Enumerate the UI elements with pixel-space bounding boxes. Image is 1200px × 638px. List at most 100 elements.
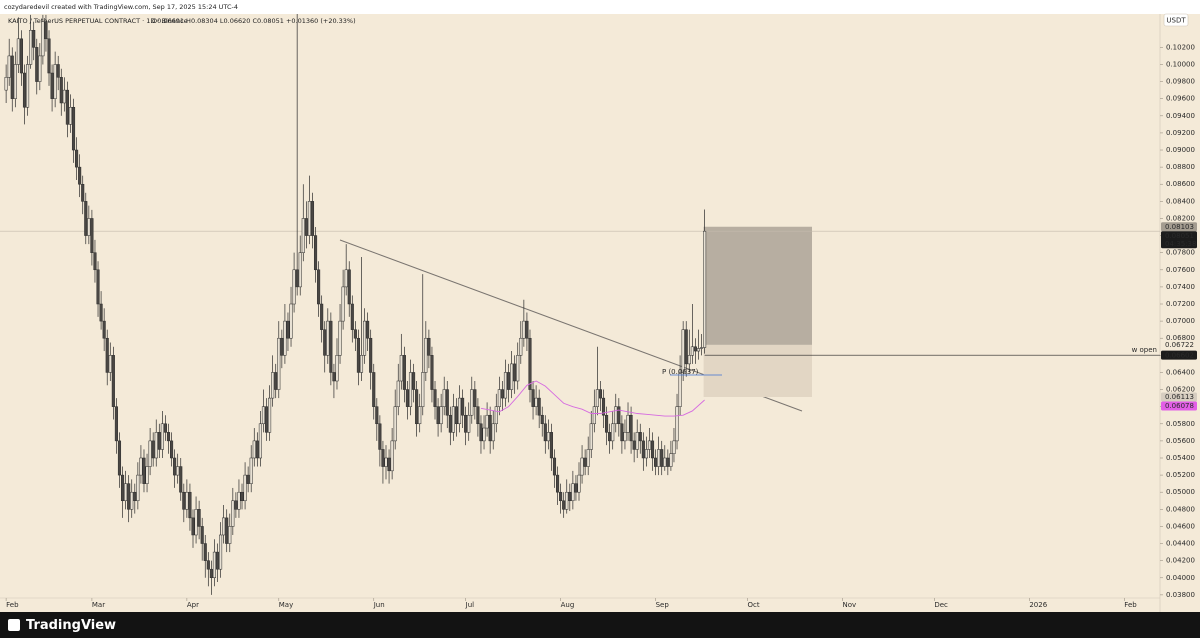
candle-body xyxy=(552,457,557,476)
candle-body xyxy=(577,474,581,493)
x-tick-label: Aug xyxy=(561,601,575,609)
candle-body xyxy=(405,389,409,407)
candle-body xyxy=(412,372,416,390)
candle-body xyxy=(476,406,480,425)
candle-body xyxy=(102,320,106,339)
candle-body xyxy=(44,21,48,40)
candle-body xyxy=(528,337,532,390)
y-tick-label: 0.04600 xyxy=(1166,522,1195,530)
candle-body xyxy=(402,355,406,390)
candle-body xyxy=(16,38,20,65)
candle-body xyxy=(488,414,492,442)
candle-body xyxy=(335,355,339,382)
candle-body xyxy=(68,106,73,125)
candle-body xyxy=(71,106,76,151)
x-tick-label: Feb xyxy=(1124,601,1137,609)
y-tick-label: 0.04000 xyxy=(1166,574,1195,582)
candle-body xyxy=(139,457,143,476)
candle-body xyxy=(479,423,483,442)
candle-body xyxy=(684,329,688,365)
candle-body xyxy=(166,432,171,442)
position-loss-zone xyxy=(703,344,812,397)
candle-body xyxy=(151,440,155,459)
candle-body xyxy=(586,449,590,467)
y-tick-label: 0.05000 xyxy=(1166,488,1195,496)
candle-body xyxy=(157,432,161,450)
y-tick-label: 0.06400 xyxy=(1166,368,1195,376)
candle-body xyxy=(525,320,529,339)
candle-body xyxy=(4,77,8,91)
candle-body xyxy=(623,432,627,442)
candle-body xyxy=(660,449,664,467)
candle-body xyxy=(7,55,11,78)
candle-body xyxy=(543,423,547,442)
candle-body xyxy=(286,320,290,339)
candle-body xyxy=(592,406,596,425)
candle-body xyxy=(638,432,642,442)
candle-body xyxy=(666,457,670,467)
x-tick-label: Dec xyxy=(934,601,948,609)
y-tick-label: 0.08200 xyxy=(1166,214,1195,222)
currency[interactable]: USDT xyxy=(1166,17,1186,25)
candle-body xyxy=(503,372,508,399)
candle-body xyxy=(317,269,321,305)
candle-body xyxy=(148,440,152,467)
candle-body xyxy=(35,47,39,82)
candle-body xyxy=(194,509,198,536)
candle-body xyxy=(274,372,278,390)
candle-body xyxy=(225,517,229,544)
candle-body xyxy=(301,218,305,253)
candle-body xyxy=(347,269,351,305)
candle-body xyxy=(663,457,667,467)
candle-body xyxy=(595,389,599,407)
candle-body xyxy=(641,440,645,459)
candle-body xyxy=(136,474,140,502)
candle-body xyxy=(292,269,296,305)
y-tick-label: 0.09800 xyxy=(1166,78,1195,86)
candle-body xyxy=(133,491,137,502)
candle-body xyxy=(255,440,259,459)
candle-body xyxy=(188,491,192,519)
candle-body xyxy=(90,218,94,253)
candle-body xyxy=(381,449,385,467)
candle-body xyxy=(117,440,122,476)
candle-body xyxy=(338,320,342,356)
candle-body xyxy=(384,457,388,467)
candle-body xyxy=(249,457,253,484)
ohlc-legend: O0.06691 H0.08304 L0.06620 C0.08051 +0.0… xyxy=(152,17,356,25)
candle-body xyxy=(145,466,149,484)
candle-body xyxy=(341,286,345,322)
candle-body xyxy=(482,427,486,442)
x-tick-label: Jun xyxy=(373,601,385,609)
y-tick-label: 0.07000 xyxy=(1166,317,1195,325)
candle-body xyxy=(200,526,204,544)
candle-body xyxy=(574,483,578,493)
candle-body xyxy=(617,406,621,425)
candle-body xyxy=(326,320,330,356)
candle-body xyxy=(626,414,630,433)
candle-body xyxy=(513,363,517,382)
price-label: 0.06722 xyxy=(1165,341,1194,349)
price-label-box xyxy=(1161,340,1197,350)
candle-body xyxy=(96,269,100,305)
y-tick-label: 0.05400 xyxy=(1166,454,1195,462)
candle-body xyxy=(170,440,174,459)
candle-body xyxy=(59,77,63,104)
y-tick-label: 0.07200 xyxy=(1166,300,1195,308)
candle-body xyxy=(38,55,42,82)
candle-body xyxy=(203,543,207,561)
candle-body xyxy=(19,38,23,74)
candle-body xyxy=(237,491,241,510)
candle-body xyxy=(344,269,348,288)
currency-box[interactable] xyxy=(1163,13,1189,27)
candle-body xyxy=(75,149,79,168)
candle-body xyxy=(280,337,284,356)
candle-body xyxy=(568,491,572,502)
candle-body xyxy=(160,423,164,450)
candle-body xyxy=(179,466,183,493)
candle-body xyxy=(105,337,109,373)
candle-body xyxy=(228,526,232,544)
candle-body xyxy=(439,406,443,425)
candle-body xyxy=(519,337,523,356)
